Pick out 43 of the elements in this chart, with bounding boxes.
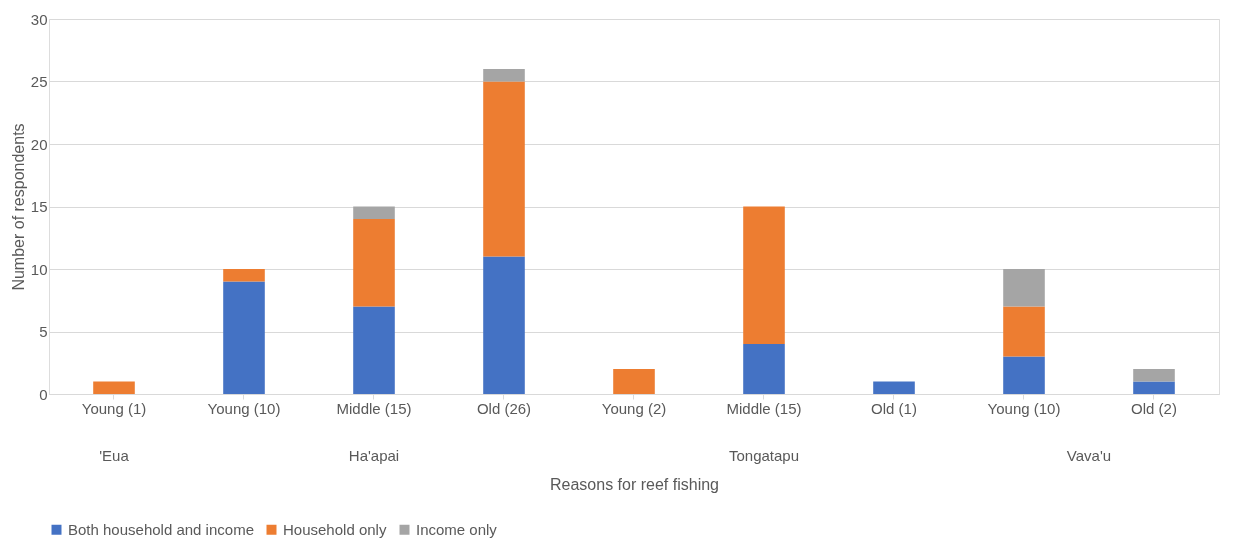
bar <box>1003 356 1045 394</box>
bar <box>483 69 525 82</box>
text: Vava'u <box>1066 447 1112 464</box>
y-tick-label: 5 <box>39 323 48 340</box>
x-tick-label: Middle (15) <box>336 399 412 417</box>
x-tick-label: Middle (15) <box>726 399 802 417</box>
x-tick-label: Young (10) <box>207 399 281 417</box>
bar <box>743 206 785 344</box>
y-tick-label: 20 <box>30 135 48 153</box>
x-tick-label: Old (26) <box>476 399 532 417</box>
text: Ha'apai <box>348 447 400 464</box>
bar <box>873 381 915 394</box>
bar <box>223 269 265 282</box>
legend-label: Household only <box>283 520 387 538</box>
legend-label: Income only <box>416 520 498 538</box>
x-tick-label: Old (1) <box>871 399 917 417</box>
bar <box>353 219 395 307</box>
bar <box>483 81 525 257</box>
bar <box>93 381 135 394</box>
text: Tongatapu <box>728 447 800 464</box>
y-tick-label: 15 <box>30 198 48 215</box>
y-tick-label: 30 <box>30 10 48 28</box>
bar <box>223 281 265 394</box>
bar <box>743 344 785 394</box>
x-tick-label: Young (1) <box>81 399 147 417</box>
bar <box>1003 269 1045 307</box>
x-tick-label: Old (2) <box>1131 399 1177 417</box>
bar <box>353 206 395 219</box>
legend-label: Both household and income <box>68 520 254 538</box>
y-tick-label: 0 <box>39 385 48 403</box>
bar <box>353 306 395 394</box>
y-tick-label: 10 <box>30 260 48 278</box>
bar <box>483 256 525 394</box>
x-axis-title: Reasons for reef fishing <box>550 475 719 493</box>
bar <box>1003 306 1045 357</box>
y-axis-title: Number of respondents <box>9 123 27 291</box>
bar <box>1133 369 1175 382</box>
x-tick-label: Young (10) <box>987 399 1061 417</box>
text: 'Eua <box>99 447 130 464</box>
bar <box>613 369 655 394</box>
y-tick-label: 25 <box>30 73 48 90</box>
bar <box>1133 381 1175 394</box>
x-tick-label: Young (2) <box>601 399 667 417</box>
